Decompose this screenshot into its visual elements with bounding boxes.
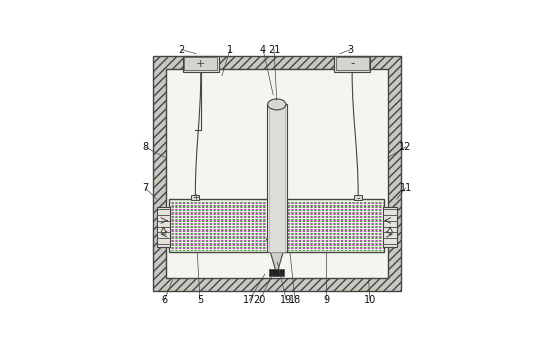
Text: 2: 2 xyxy=(178,44,185,54)
Text: 7: 7 xyxy=(142,183,149,193)
Bar xyxy=(153,56,401,291)
Text: 3: 3 xyxy=(348,44,354,54)
Bar xyxy=(269,269,284,276)
Bar xyxy=(269,105,285,252)
Text: 6: 6 xyxy=(161,295,167,305)
Text: 11: 11 xyxy=(400,183,411,193)
Text: -: - xyxy=(350,57,354,70)
Bar xyxy=(170,199,384,252)
Polygon shape xyxy=(267,239,287,274)
Ellipse shape xyxy=(268,99,286,110)
Text: 9: 9 xyxy=(323,295,329,305)
Bar xyxy=(166,69,388,278)
Bar xyxy=(267,104,287,252)
Text: 19: 19 xyxy=(280,295,293,305)
Bar xyxy=(191,195,199,200)
Text: 5: 5 xyxy=(197,295,203,305)
Text: 1: 1 xyxy=(227,44,233,54)
Text: -: - xyxy=(356,193,360,203)
Text: 18: 18 xyxy=(289,295,301,305)
Bar xyxy=(336,57,369,70)
Text: +: + xyxy=(196,58,206,69)
Bar xyxy=(334,56,370,72)
Text: 8: 8 xyxy=(142,142,149,152)
Bar xyxy=(184,57,217,70)
Text: 21: 21 xyxy=(268,44,280,54)
Bar xyxy=(157,208,170,247)
Text: 10: 10 xyxy=(364,295,376,305)
Bar xyxy=(183,56,219,72)
Bar xyxy=(383,208,396,247)
Text: 20: 20 xyxy=(254,295,266,305)
Bar xyxy=(153,56,401,291)
Bar xyxy=(354,195,362,200)
Text: +: + xyxy=(192,193,199,202)
Text: 17: 17 xyxy=(243,295,255,305)
Text: 12: 12 xyxy=(400,142,412,152)
Text: 4: 4 xyxy=(260,44,266,54)
